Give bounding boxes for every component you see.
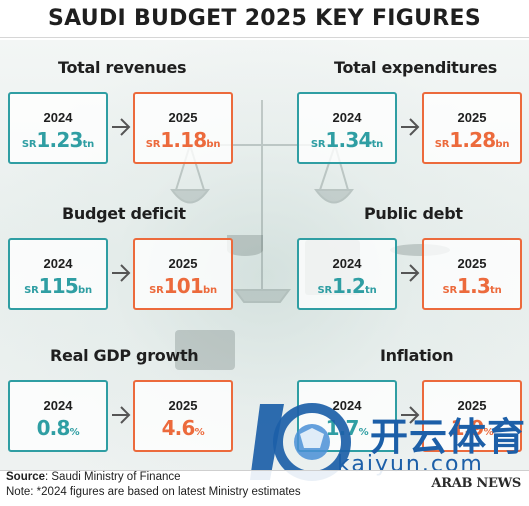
chevron-right-icon xyxy=(399,404,421,426)
chevron-right-icon xyxy=(110,262,132,284)
year-label: 2025 xyxy=(457,398,487,413)
revenues-2025-box: 2025 SR1.18bn xyxy=(133,92,233,164)
value: 0.8% xyxy=(36,416,80,440)
year-label: 2024 xyxy=(43,256,73,271)
chevron-right-icon xyxy=(110,116,132,138)
expenditures-2024-box: 2024 SR1.34tn xyxy=(297,92,397,164)
debt-label: Public debt xyxy=(364,204,463,223)
year-label: 2024 xyxy=(332,256,362,271)
value: 1.9% xyxy=(450,416,494,440)
page-title: SAUDI BUDGET 2025 KEY FIGURES xyxy=(47,6,482,31)
source-label: Source xyxy=(6,471,45,483)
deficit-label: Budget deficit xyxy=(62,204,186,223)
year-label: 2025 xyxy=(168,256,198,271)
gdp-2025-box: 2025 4.6% xyxy=(133,380,233,452)
footer xyxy=(0,470,529,506)
debt-2024-box: 2024 SR1.2tn xyxy=(297,238,397,310)
inflation-label: Inflation xyxy=(380,346,454,365)
year-label: 2025 xyxy=(457,110,487,125)
brand-logo: ARAB NEWS xyxy=(431,476,521,491)
watermark-logo xyxy=(250,403,351,481)
title-divider xyxy=(0,37,529,38)
year-label: 2024 xyxy=(43,110,73,125)
chevron-right-icon xyxy=(399,262,421,284)
year-label: 2024 xyxy=(332,398,362,413)
revenues-label: Total revenues xyxy=(58,58,187,77)
year-label: 2025 xyxy=(168,110,198,125)
gdp-label: Real GDP growth xyxy=(50,346,199,365)
watermark-chinese-text: 开云体育 xyxy=(370,415,527,459)
value: SR1.3tn xyxy=(442,274,502,298)
value: SR1.2tn xyxy=(317,274,377,298)
debt-2025-box: 2025 SR1.3tn xyxy=(422,238,522,310)
year-label: 2024 xyxy=(332,110,362,125)
value: SR1.28bn xyxy=(434,128,510,152)
footer-divider xyxy=(0,470,529,471)
revenues-2024-box: 2024 SR1.23tn xyxy=(8,92,108,164)
expenditures-2025-box: 2025 SR1.28bn xyxy=(422,92,522,164)
source-text: : Saudi Ministry of Finance xyxy=(45,471,181,483)
value: SR115bn xyxy=(24,274,92,298)
value: SR1.34tn xyxy=(310,128,384,152)
deficit-2024-box: 2024 SR115bn xyxy=(8,238,108,310)
year-label: 2025 xyxy=(168,398,198,413)
value: 4.6% xyxy=(161,416,205,440)
gdp-2024-box: 2024 0.8% xyxy=(8,380,108,452)
source-line: Source: Saudi Ministry of Finance xyxy=(6,471,181,483)
value: SR1.23tn xyxy=(21,128,95,152)
footnote: Note: *2024 figures are based on latest … xyxy=(6,486,301,498)
chevron-right-icon xyxy=(399,116,421,138)
deficit-2025-box: 2025 SR101bn xyxy=(133,238,233,310)
inflation-2025-box: 2025 1.9% xyxy=(422,380,522,452)
expenditures-label: Total expenditures xyxy=(334,58,497,77)
value: SR1.18bn xyxy=(145,128,221,152)
year-label: 2024 xyxy=(43,398,73,413)
value: SR101bn xyxy=(149,274,217,298)
year-label: 2025 xyxy=(457,256,487,271)
chevron-right-icon xyxy=(110,404,132,426)
